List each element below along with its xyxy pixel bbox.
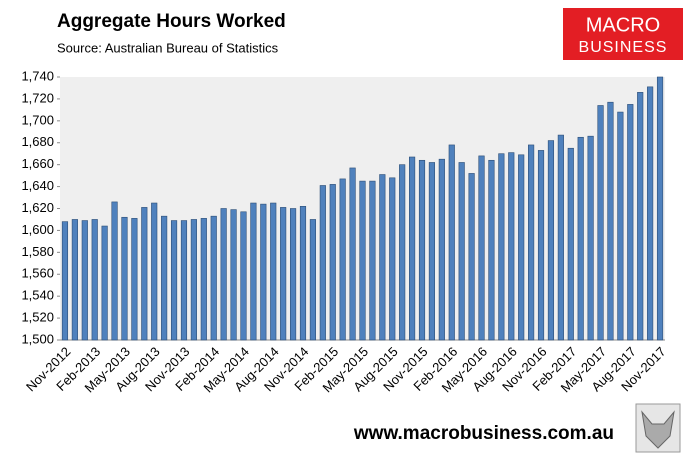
y-tick-label: 1,640 [21, 178, 54, 193]
bar [161, 215, 168, 341]
bar [577, 136, 584, 341]
bar [418, 159, 426, 341]
y-tick-label: 1,620 [21, 200, 54, 215]
bar [537, 150, 545, 341]
bar [458, 162, 465, 341]
bar [240, 211, 247, 341]
y-tick-label: 1,660 [21, 156, 54, 171]
bar [200, 218, 207, 341]
bar [91, 219, 98, 341]
bar [151, 202, 158, 341]
y-tick-label: 1,680 [21, 134, 54, 149]
bar [339, 178, 346, 341]
bar [508, 152, 515, 341]
bar [488, 159, 495, 341]
bar [557, 134, 564, 341]
bar [468, 173, 475, 341]
bar [498, 153, 505, 341]
y-tick-label: 1,700 [21, 112, 54, 127]
bar [448, 144, 455, 341]
bar [587, 135, 594, 341]
bar [399, 164, 406, 341]
bar [61, 221, 69, 341]
bar [607, 101, 614, 341]
bar [250, 202, 257, 341]
bar [71, 219, 78, 341]
logo-text: MACRO [586, 14, 660, 36]
y-tick-label: 1,520 [21, 310, 54, 325]
bar [220, 208, 227, 341]
bar [329, 184, 336, 341]
logo-box [563, 8, 683, 60]
bar [299, 206, 307, 341]
y-tick-label: 1,500 [21, 331, 54, 346]
bar [289, 208, 297, 341]
y-tick-label: 1,580 [21, 244, 54, 259]
y-tick-label: 1,540 [21, 288, 54, 303]
bar [81, 220, 88, 341]
bar [547, 140, 555, 341]
bar [121, 216, 128, 341]
bar [627, 104, 634, 341]
y-tick-label: 1,740 [21, 68, 54, 83]
bar [567, 147, 574, 341]
bar [170, 220, 178, 341]
bar [647, 86, 654, 341]
bar [369, 180, 376, 341]
bar [280, 207, 287, 341]
y-tick-label: 1,600 [21, 222, 54, 237]
bar [359, 180, 366, 341]
bar [518, 154, 525, 341]
bar [180, 220, 188, 341]
bar [210, 215, 217, 341]
bar [656, 76, 664, 341]
y-tick-label: 1,560 [21, 266, 54, 281]
bar [230, 209, 237, 341]
bar [478, 155, 485, 341]
bar [617, 111, 624, 341]
bar [389, 177, 396, 341]
bar [260, 203, 267, 341]
bar [141, 207, 148, 341]
bar [409, 156, 416, 341]
bar [379, 174, 386, 341]
bar [319, 185, 326, 341]
bar [190, 219, 197, 341]
bar [597, 105, 604, 341]
bar [528, 144, 535, 341]
bar [428, 162, 436, 341]
chart-title: Aggregate Hours Worked [57, 11, 286, 32]
logo-text: BUSINESS [579, 39, 668, 56]
chart-subtitle: Source: Australian Bureau of Statistics [57, 40, 279, 55]
bar [637, 92, 644, 341]
footer-url: www.macrobusiness.com.au [353, 423, 614, 444]
bar [101, 225, 108, 341]
bar [349, 167, 356, 341]
fox-icon [635, 403, 681, 453]
bar [438, 158, 445, 341]
y-tick-label: 1,720 [21, 90, 54, 105]
bar [270, 202, 277, 341]
bar [309, 219, 316, 341]
bar [131, 218, 138, 341]
bar [111, 201, 118, 341]
